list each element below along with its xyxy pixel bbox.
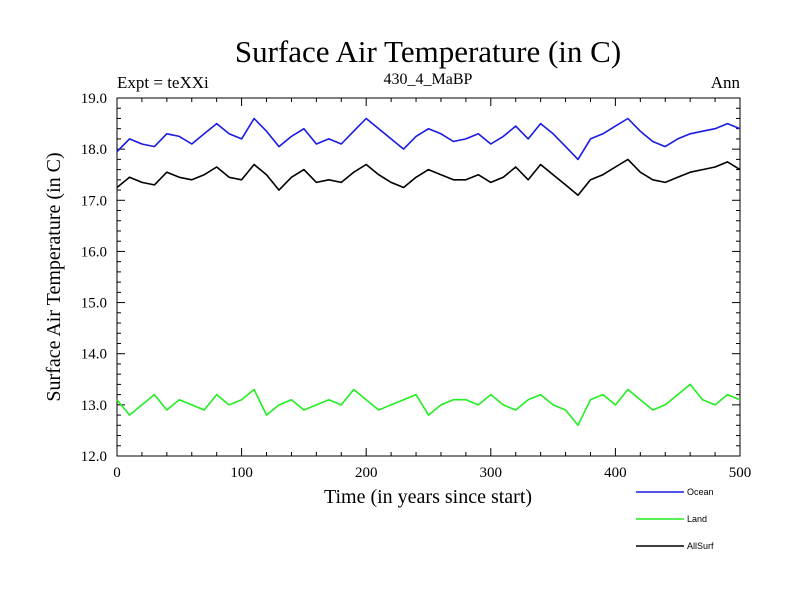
y-tick-label: 18.0 [81,142,107,158]
x-tick-label: 200 [355,465,378,481]
legend-label-ocean: Ocean [687,487,714,497]
x-tick-label: 300 [480,465,503,481]
legend: Ocean Land AllSurf [636,487,714,551]
x-axis: 0 100 200 300 400 500 [113,98,751,481]
y-tick-label: 15.0 [81,296,107,312]
y-tick-label: 14.0 [81,347,107,363]
x-axis-label: Time (in years since start) [324,486,532,508]
series-lines [116,117,741,427]
series-line-ocean [116,117,741,161]
chart-title: Surface Air Temperature (in C) [235,34,621,69]
y-axis: 12.0 13.0 14.0 15.0 16.0 17.0 18.0 19.0 [81,91,740,465]
y-tick-label: 17.0 [81,193,107,209]
y-tick-label: 16.0 [81,244,107,260]
legend-label-land: Land [687,514,707,524]
y-axis-label: Surface Air Temperature (in C) [43,152,65,401]
y-tick-label: 12.0 [81,449,107,465]
chart-subtitle: 430_4_MaBP [384,71,473,88]
plot-frame [116,97,741,457]
x-tick-label: 400 [604,465,627,481]
legend-label-allsurf: AllSurf [687,541,714,551]
x-tick-label: 500 [729,465,752,481]
experiment-label: Expt = teXXi [117,73,209,92]
y-tick-label: 19.0 [81,91,107,107]
x-tick-label: 0 [113,465,121,481]
x-tick-label: 100 [230,465,253,481]
series-line-land [116,383,741,427]
period-label: Ann [711,73,741,92]
series-line-allsurf [116,158,741,196]
y-tick-label: 13.0 [81,398,107,414]
